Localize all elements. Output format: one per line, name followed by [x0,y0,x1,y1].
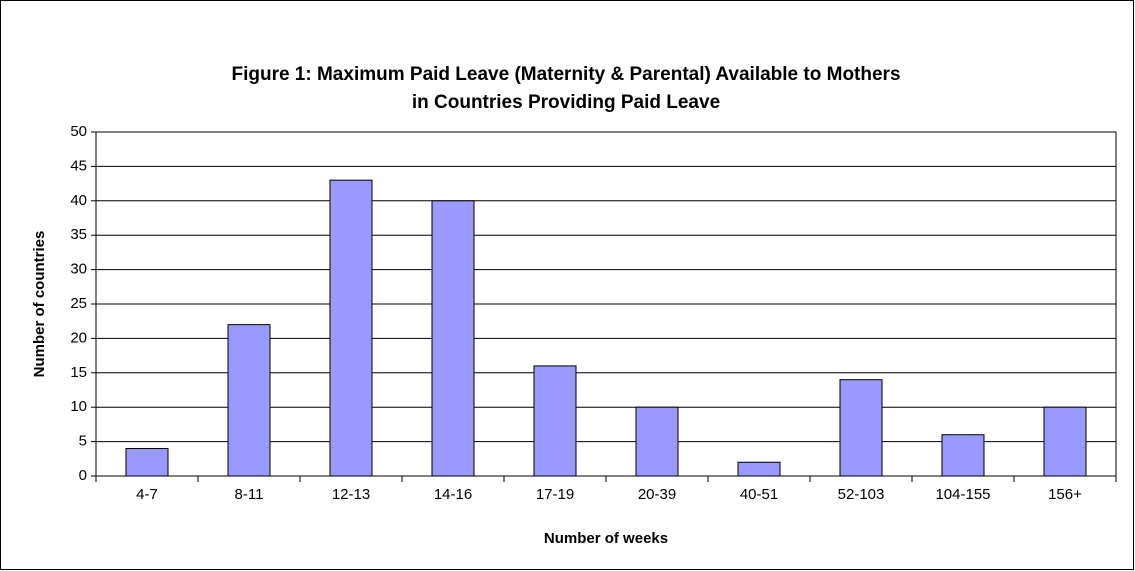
y-tick-label: 30 [70,261,87,278]
y-tick-label: 35 [70,226,87,243]
chart-title: in Countries Providing Paid Leave [412,92,720,113]
x-tick-label: 8-11 [235,486,264,503]
chart-title: Figure 1: Maximum Paid Leave (Maternity … [231,64,900,85]
bar [941,434,985,477]
y-tick-label: 25 [70,295,87,312]
y-tick-label: 20 [70,329,87,346]
bar [839,379,883,477]
x-tick-label: 20-39 [638,486,676,503]
x-axis-title: Number of weeks [544,530,668,547]
y-tick-label: 10 [70,398,87,415]
x-tick-label: 14-16 [434,486,472,503]
bar [737,461,781,477]
y-tick-label: 0 [79,467,87,484]
x-tick-label: 12-13 [332,486,370,503]
y-tick-label: 5 [79,433,87,450]
y-axis-title: Number of countries [31,231,48,378]
bar [1043,406,1087,477]
bar [125,447,169,477]
y-tick-label: 40 [70,192,87,209]
x-tick-label: 156+ [1048,486,1082,503]
x-tick-label: 4-7 [136,486,158,503]
x-tick-label: 52-103 [838,486,885,503]
bar [227,324,271,477]
bar [329,179,373,477]
bar [635,406,679,477]
x-tick-label: 17-19 [536,486,574,503]
x-tick-label: 40-51 [740,486,778,503]
x-tick-label: 104-155 [935,486,990,503]
y-tick-label: 45 [70,157,87,174]
bar [533,365,577,477]
bar [431,200,475,477]
y-tick-label: 15 [70,364,87,381]
y-tick-label: 50 [70,123,87,140]
